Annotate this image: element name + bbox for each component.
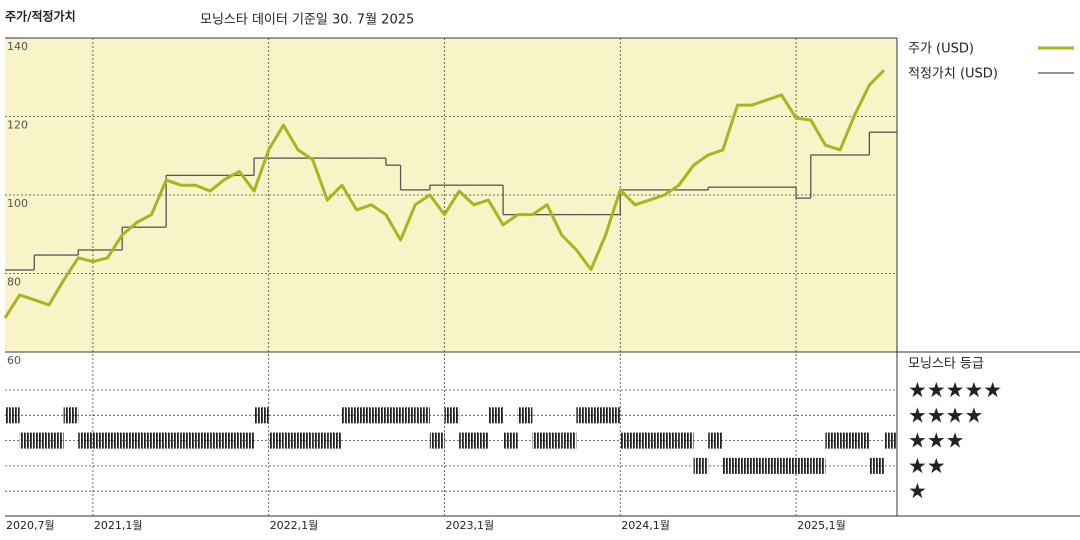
rating-legend-label: ★★★: [908, 429, 964, 453]
rating-bar: [722, 457, 738, 474]
rating-bar: [400, 407, 416, 424]
rating-bar: [224, 432, 240, 449]
rating-bar: [415, 407, 430, 424]
rating-bar: [92, 432, 108, 449]
rating-bar: [766, 457, 782, 474]
x-tick-label: 2024,1월: [621, 519, 670, 532]
y-tick-label: 80: [7, 276, 21, 289]
rating-bar: [444, 407, 460, 424]
rating-bar: [34, 432, 49, 449]
rating-bar: [5, 407, 20, 424]
rating-bar: [591, 407, 606, 424]
y-tick-label: 60: [7, 354, 21, 367]
rating-bar: [180, 432, 196, 449]
rating-bar: [503, 432, 518, 449]
x-tick-label: 2020,7월: [6, 519, 55, 532]
rating-bar: [634, 432, 650, 449]
rating-bar: [385, 407, 401, 424]
rating-bar: [327, 432, 342, 449]
legend-label: 적정가치 (USD): [908, 67, 998, 82]
chart-title: 주가/적정가치: [5, 9, 76, 24]
rating-bar: [796, 457, 811, 474]
chart-subtitle: 모닝스타 데이터 기준일 30. 7월 2025: [200, 13, 414, 28]
x-tick-label: 2022,1월: [270, 519, 319, 532]
rating-bar: [708, 432, 723, 449]
rating-bar: [810, 457, 826, 474]
rating-bar: [752, 457, 767, 474]
rating-bar: [19, 432, 35, 449]
rating-bar: [283, 432, 298, 449]
rating-bar: [254, 407, 269, 424]
rating-bar: [488, 407, 504, 424]
rating-bar: [239, 432, 255, 449]
rating-bar: [136, 432, 152, 449]
rating-bar: [298, 432, 313, 449]
legend-label: 주가 (USD): [908, 42, 974, 57]
rating-bar: [473, 432, 489, 449]
rating-bar: [371, 407, 386, 424]
rating-bar: [884, 432, 897, 449]
x-tick-label: 2025,1월: [797, 519, 846, 532]
rating-bar: [547, 432, 562, 449]
rating-bar: [151, 432, 167, 449]
rating-bar: [620, 432, 635, 449]
y-tick-label: 120: [7, 119, 28, 132]
rating-bar: [840, 432, 855, 449]
rating-bar: [166, 432, 181, 449]
rating-bar: [459, 432, 474, 449]
rating-bar: [195, 432, 211, 449]
rating-legend-label: ★★★★★: [908, 378, 1002, 402]
rating-legend-label: ★: [908, 479, 927, 503]
rating-bar: [78, 432, 93, 449]
rating-bar: [63, 407, 79, 424]
rating-bar: [737, 457, 753, 474]
rating-bar: [649, 432, 665, 449]
rating-bar: [854, 432, 870, 449]
rating-legend-title: 모닝스타 등급: [908, 357, 984, 372]
rating-bar: [869, 457, 884, 474]
rating-bar: [48, 432, 64, 449]
rating-bar: [532, 432, 548, 449]
rating-bar: [341, 407, 357, 424]
rating-bar: [664, 432, 679, 449]
rating-bar: [429, 432, 445, 449]
rating-bar: [605, 407, 621, 424]
rating-bar: [781, 457, 797, 474]
rating-bar: [825, 432, 841, 449]
x-tick-label: 2023,1월: [446, 519, 495, 532]
x-tick-label: 2021,1월: [94, 519, 143, 532]
y-tick-label: 100: [7, 197, 28, 210]
rating-bar: [268, 432, 284, 449]
y-tick-label: 140: [7, 40, 28, 53]
rating-bar: [122, 432, 137, 449]
rating-bar: [693, 457, 709, 474]
rating-bar: [561, 432, 577, 449]
rating-bar: [517, 407, 533, 424]
rating-bar: [107, 432, 123, 449]
rating-bar: [312, 432, 328, 449]
rating-bar: [356, 407, 372, 424]
rating-bar: [678, 432, 694, 449]
rating-legend-label: ★★★★: [908, 403, 983, 427]
rating-bar: [576, 407, 591, 424]
rating-bar: [210, 432, 225, 449]
rating-legend-label: ★★: [908, 454, 946, 478]
price-line: [3, 69, 886, 319]
